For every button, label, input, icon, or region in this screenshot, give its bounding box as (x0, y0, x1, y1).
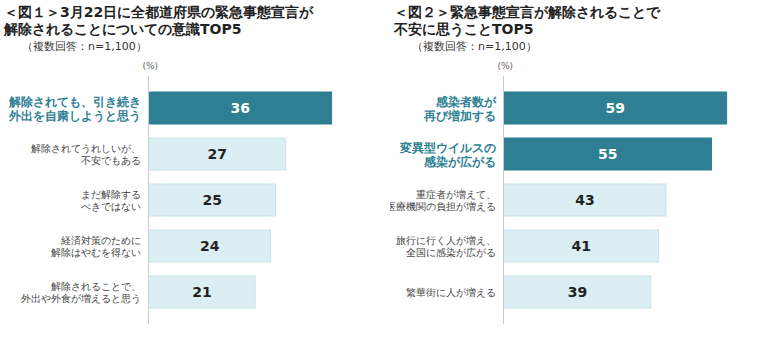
svg-text:(%): (%) (143, 61, 159, 71)
svg-text:旅行に行く人が増え、全国に感染が広がる: 旅行に行く人が増え、全国に感染が広がる (396, 235, 496, 258)
html-text:＜図２＞緊急事態宣言が解除されることで 不安に思うことTOP: ＜図２＞緊急事態宣言が解除されることで 不安に思うことTOP5 (394, 4, 660, 37)
svg-text:重症者が増えて、医療機関の負担が増える: 重症者が増えて、医療機関の負担が増える (390, 189, 496, 212)
svg-text:27: 27 (208, 146, 227, 162)
svg-text:55: 55 (598, 146, 617, 162)
svg-text:感染者数が再び増加する: 感染者数が再び増加する (423, 95, 497, 123)
svg-text:24: 24 (200, 238, 220, 254)
svg-text:39: 39 (568, 284, 587, 300)
svg-text:解除されることで、外出や外食が増えると思う: 解除されることで、外出や外食が増えると思う (21, 281, 141, 304)
svg-text:(%): (%) (498, 61, 514, 71)
svg-text:変異型ウイルスの感染が広がる: 変異型ウイルスの感染が広がる (399, 141, 496, 169)
svg-text:41: 41 (571, 238, 590, 254)
html-text:（複数回答：n=1,100）: （複数回答：n=1,100） (22, 40, 147, 53)
svg-text:25: 25 (203, 192, 222, 208)
html-text:＜図１＞3月22日に全都道府県の緊急事態宣言が 解除されるこ: ＜図１＞3月22日に全都道府県の緊急事態宣言が 解除されることについての意識TO… (4, 4, 314, 37)
svg-text:経済対策のために解除はやむを得ない: 経済対策のために解除はやむを得ない (51, 235, 141, 258)
svg-text:解除されてうれしいが、不安でもある: 解除されてうれしいが、不安でもある (31, 143, 141, 166)
svg-text:43: 43 (575, 192, 594, 208)
html-text:（複数回答：n=1,100）: （複数回答：n=1,100） (412, 40, 537, 53)
svg-text:59: 59 (606, 100, 625, 116)
svg-text:繁華街に人が増える: 繁華街に人が増える (406, 287, 496, 298)
svg-text:解除されても、引き続き外出を自粛しようと思う: 解除されても、引き続き外出を自粛しようと思う (8, 95, 141, 123)
svg-text:21: 21 (192, 284, 211, 300)
svg-text:36: 36 (231, 100, 250, 116)
svg-text:まだ解除するべきではない: まだ解除するべきではない (81, 189, 141, 212)
